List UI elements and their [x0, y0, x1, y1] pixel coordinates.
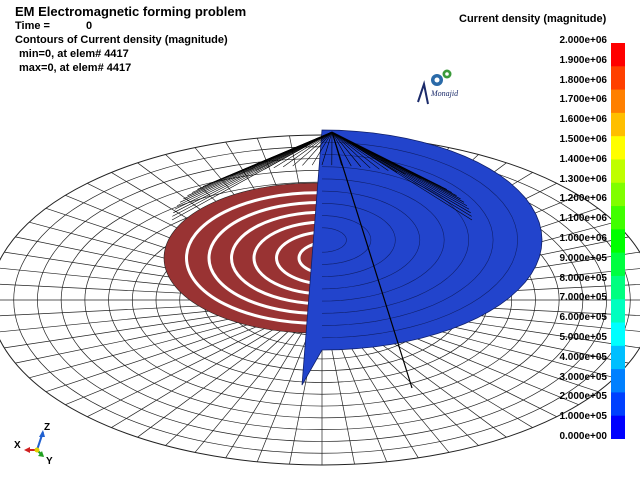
- legend-tick-label: 1.800e+06: [559, 74, 607, 86]
- tool-mesh-ring: [321, 141, 518, 339]
- tool-mesh-ring: [322, 227, 347, 253]
- legend-tick-label: 2.000e+05: [559, 391, 607, 403]
- cone-line: [172, 131, 333, 217]
- max-value-line: max=0, at elem# 4417: [19, 62, 132, 74]
- cone-line: [292, 131, 333, 167]
- cone-line: [283, 131, 333, 168]
- legend-tick-label: 1.700e+06: [559, 94, 607, 106]
- legend-tick-label: 1.000e+05: [559, 411, 607, 423]
- tool-mesh-ring: [321, 154, 494, 326]
- cone-line: [331, 131, 473, 221]
- axis-z-label: Z: [44, 422, 50, 433]
- cone-line: [331, 131, 380, 170]
- legend-tick-label: 1.200e+06: [559, 193, 607, 205]
- min-value-line: min=0, at elem# 4417: [19, 48, 129, 60]
- color-bar-segment: [611, 252, 625, 277]
- legend-tick-label: 3.000e+05: [559, 371, 607, 383]
- color-bar-segment: [611, 299, 625, 324]
- cone-line: [174, 131, 333, 210]
- cone-line: [331, 131, 471, 214]
- time-label: Time =: [15, 20, 50, 32]
- tool-mesh-ring: [322, 215, 372, 265]
- cone-line: [331, 131, 362, 168]
- cone-line: [331, 131, 389, 171]
- color-bar-segment: [611, 415, 625, 439]
- color-bar-segment: [611, 66, 625, 91]
- legend-title: Current density (magnitude): [459, 13, 607, 25]
- legend-tick-label: 0.000e+00: [559, 431, 607, 442]
- cone-line: [302, 131, 333, 166]
- cone-line: [273, 131, 333, 169]
- monajid-logo: Monajid: [417, 69, 459, 105]
- cone-line: [331, 131, 472, 217]
- cone-line: [331, 131, 470, 210]
- sheet-mesh-spoke: [194, 310, 314, 453]
- legend-tick-label: 7.000e+05: [559, 292, 607, 304]
- tool-mesh-ring: [321, 190, 421, 290]
- cone-line: [246, 131, 333, 173]
- color-bar-segment: [611, 275, 625, 300]
- color-bar-segment: [611, 159, 625, 184]
- legend-tick-label: 1.000e+06: [559, 233, 607, 244]
- cone-line: [238, 131, 333, 175]
- model-title: EM Electromagnetic forming problem: [15, 4, 247, 19]
- contour-description: Contours of Current density (magnitude): [15, 34, 228, 46]
- cone-edge: [331, 131, 413, 389]
- color-bar-segment: [611, 206, 625, 230]
- cone-wireframe: [171, 131, 473, 389]
- legend-tick-label: 5.000e+05: [559, 332, 607, 343]
- cone-line: [331, 131, 371, 169]
- axis-y-label: Y: [46, 456, 53, 466]
- color-bar-segment: [611, 43, 625, 67]
- cone-line: [321, 131, 333, 166]
- cone-line: [255, 131, 333, 171]
- legend-tick-label: 9.000e+05: [559, 252, 607, 264]
- axis-triad[interactable]: X Z Y: [12, 420, 62, 466]
- sheet-mesh-spoke: [225, 310, 316, 459]
- legend-tick-label: 1.500e+06: [559, 134, 607, 145]
- cone-line: [311, 131, 333, 166]
- tool-mesh-ring: [321, 166, 470, 314]
- legend-tick-label: 2.000e+06: [559, 35, 607, 46]
- time-value: 0: [86, 20, 93, 32]
- legend-tick-label: 6.000e+05: [559, 312, 607, 324]
- legend-tick-label: 1.300e+06: [559, 173, 607, 185]
- axis-x-label: X: [14, 440, 21, 451]
- color-bar-segment: [611, 369, 625, 393]
- logo-text: Monajid: [430, 89, 459, 98]
- legend-tick-label: 1.100e+06: [559, 213, 607, 225]
- tool-mesh-ring: [321, 203, 396, 277]
- color-bar-segment: [611, 345, 625, 370]
- legend-tick-label: 8.000e+05: [559, 272, 607, 284]
- tool-surface: [301, 129, 543, 386]
- cone-line: [331, 131, 468, 207]
- color-bar-segment: [611, 182, 625, 207]
- color-bar-segment: [611, 392, 625, 417]
- color-bar-segment: [611, 112, 625, 137]
- color-bar: [611, 43, 625, 439]
- cone-line: [331, 131, 352, 167]
- legend-tick-label: 4.000e+05: [559, 351, 607, 363]
- legend-tick-label: 1.600e+06: [559, 114, 607, 126]
- legend-tick-label: 1.900e+06: [559, 54, 607, 66]
- color-bar-segment: [611, 136, 625, 160]
- color-bar-segment: [611, 322, 625, 347]
- gear-icon: [431, 69, 452, 86]
- tool-mesh-ring: [321, 178, 445, 302]
- legend-tick-label: 1.400e+06: [559, 153, 607, 165]
- cone-line: [264, 131, 333, 170]
- forming-tool: [301, 129, 543, 386]
- color-bar-segment: [611, 89, 625, 114]
- color-bar-segment: [611, 229, 625, 254]
- sheet-mesh-spoke: [165, 309, 312, 446]
